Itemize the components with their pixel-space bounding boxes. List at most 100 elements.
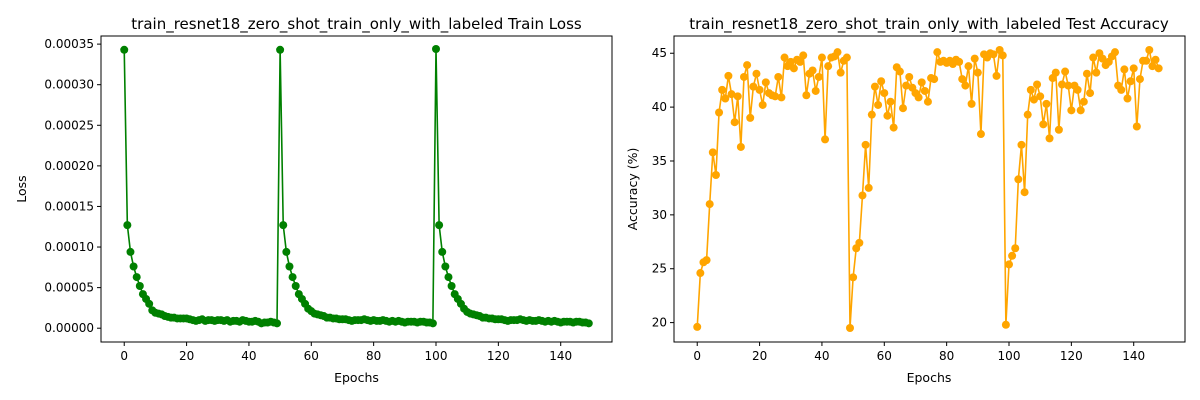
test-accuracy-x-axis-label: Epochs: [907, 370, 952, 385]
test-accuracy-data-point: [923, 97, 932, 106]
test-accuracy-data-point: [1098, 54, 1107, 63]
test-accuracy-y-tick-label: 45: [652, 46, 667, 60]
train-loss-data-point: [120, 45, 129, 54]
test-accuracy-x-tick-label: 40: [814, 349, 829, 363]
test-accuracy-data-point: [1033, 80, 1042, 89]
test-accuracy-data-point: [1017, 140, 1026, 149]
test-accuracy-data-point: [902, 81, 911, 90]
test-accuracy-data-point: [970, 54, 979, 63]
test-accuracy-data-point: [777, 93, 786, 102]
test-accuracy-data-point: [998, 51, 1007, 60]
test-accuracy-y-tick-label: 20: [652, 316, 667, 330]
train-loss-x-tick-label: 140: [549, 349, 572, 363]
test-accuracy-x-tick-label: 20: [752, 349, 767, 363]
test-accuracy-data-point: [958, 75, 967, 84]
test-accuracy-data-point: [718, 85, 727, 94]
train-loss-data-point: [276, 45, 285, 54]
test-accuracy-data-point: [858, 191, 867, 200]
train-loss-data-point: [126, 247, 135, 256]
test-accuracy-data-point: [905, 72, 914, 81]
test-accuracy-data-point: [889, 123, 898, 132]
train-loss-y-tick-label: 0.00000: [44, 321, 94, 335]
test-accuracy-data-point: [721, 94, 730, 103]
train-loss-data-point: [285, 262, 294, 271]
test-accuracy-data-point: [1129, 64, 1138, 73]
train-loss-y-tick-label: 0.00030: [44, 78, 94, 92]
test-accuracy-data-point: [1005, 260, 1014, 269]
train-loss-data-point: [444, 273, 453, 282]
test-accuracy-data-point: [811, 86, 820, 95]
test-accuracy-data-point: [1132, 122, 1141, 131]
test-accuracy-data-point: [845, 323, 854, 332]
train-loss-y-tick-label: 0.00025: [44, 118, 94, 132]
test-accuracy-data-point: [774, 72, 783, 81]
test-accuracy-data-point: [746, 113, 755, 122]
test-accuracy-data-point: [874, 100, 883, 109]
test-accuracy-y-tick-label: 35: [652, 154, 667, 168]
test-accuracy-data-point: [761, 78, 770, 87]
train-loss-y-tick-label: 0.00035: [44, 37, 94, 51]
test-accuracy-x-ticks: 0 20 40 60 80 100 120 140: [693, 342, 1145, 363]
test-accuracy-data-point: [1058, 80, 1067, 89]
train-loss-x-tick-label: 100: [425, 349, 448, 363]
test-accuracy-data-point: [917, 78, 926, 87]
test-accuracy-data-point: [771, 92, 780, 101]
test-accuracy-data-point: [1148, 62, 1157, 71]
test-accuracy-data-point: [1151, 55, 1160, 64]
test-accuracy-data-point: [817, 53, 826, 62]
train-loss-data-point: [123, 221, 132, 230]
train-loss-x-tick-label: 0: [120, 349, 128, 363]
train-loss-data-point: [447, 281, 456, 290]
test-accuracy-x-tick-label: 140: [1122, 349, 1145, 363]
test-accuracy-data-point: [702, 256, 711, 265]
test-accuracy-data-point: [693, 322, 702, 331]
test-accuracy-x-tick-label: 80: [939, 349, 954, 363]
test-accuracy-data-point: [877, 77, 886, 86]
test-accuracy-x-tick-label: 120: [1060, 349, 1083, 363]
test-accuracy-data-point: [758, 100, 767, 109]
test-accuracy-data-point: [1045, 134, 1054, 143]
train-loss-data-point: [435, 221, 444, 230]
test-accuracy-data-point: [895, 67, 904, 76]
test-accuracy-data-point: [1014, 175, 1023, 184]
test-accuracy-data-point: [724, 71, 733, 80]
train-loss-y-ticks: 0.00000 0.00005 0.00010 0.00015 0.00020 0.000…: [44, 37, 101, 335]
test-accuracy-x-tick-label: 60: [877, 349, 892, 363]
train-loss-plot-frame: [100, 35, 613, 343]
test-accuracy-data-point: [1042, 99, 1051, 108]
test-accuracy-data-point: [1135, 75, 1144, 84]
test-accuracy-data-point: [730, 118, 739, 127]
test-accuracy-data-point: [992, 71, 1001, 80]
test-accuracy-series-points: [693, 46, 1163, 332]
train-loss-data-point: [432, 44, 441, 53]
test-accuracy-data-point: [933, 48, 942, 57]
test-accuracy-data-point: [930, 75, 939, 84]
test-accuracy-data-point: [973, 68, 982, 77]
test-accuracy-data-point: [955, 57, 964, 66]
test-accuracy-data-point: [1123, 94, 1132, 103]
train-loss-x-axis-label: Epochs: [334, 370, 379, 385]
test-accuracy-data-point: [752, 69, 761, 78]
test-accuracy-data-point: [1051, 68, 1060, 77]
train-loss-data-point: [145, 299, 154, 308]
test-accuracy-plot-frame: [673, 35, 1186, 343]
test-accuracy-data-point: [1029, 95, 1038, 104]
test-accuracy-data-point: [989, 50, 998, 59]
test-accuracy-data-point: [836, 68, 845, 77]
test-accuracy-x-tick-label: 0: [693, 349, 701, 363]
test-accuracy-data-point: [743, 61, 752, 70]
test-accuracy-data-point: [898, 104, 907, 113]
test-accuracy-data-point: [814, 72, 823, 81]
train-loss-data-point: [272, 319, 281, 328]
train-loss-y-tick-label: 0.00010: [44, 240, 94, 254]
test-accuracy-data-point: [964, 62, 973, 71]
test-accuracy-data-point: [824, 62, 833, 71]
test-accuracy-data-point: [976, 130, 985, 139]
test-accuracy-data-point: [802, 91, 811, 100]
test-accuracy-data-point: [867, 110, 876, 119]
test-accuracy-data-point: [1076, 106, 1085, 115]
test-accuracy-data-point: [1089, 53, 1098, 62]
train-loss-y-tick-label: 0.00005: [44, 281, 94, 295]
train-loss-chart: train_resnet18_zero_shot_train_only_with…: [14, 15, 613, 385]
train-loss-data-point: [282, 247, 291, 256]
